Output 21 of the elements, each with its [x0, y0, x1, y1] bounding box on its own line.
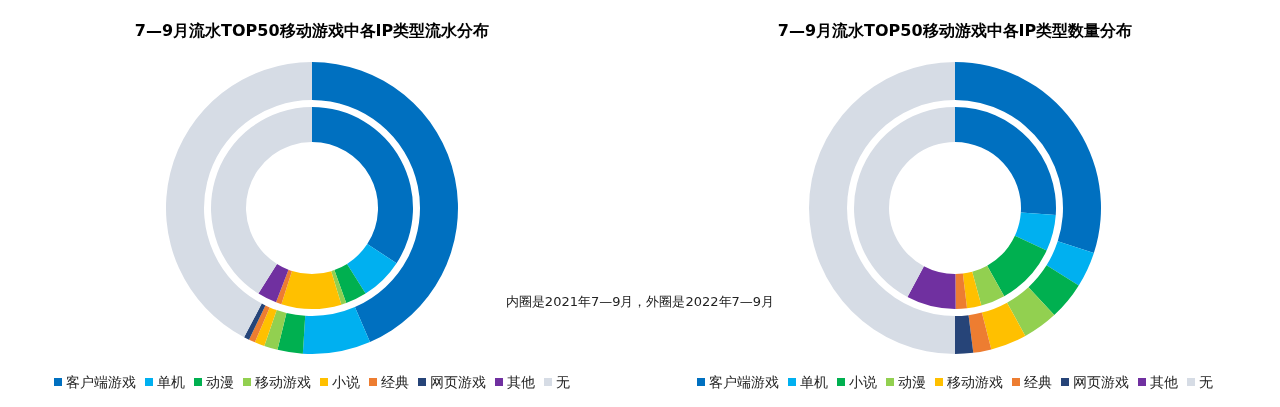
legend-label: 其他 [1150, 374, 1178, 390]
legend-label: 网页游戏 [1073, 374, 1129, 390]
legend-label: 经典 [1024, 374, 1052, 390]
chart-title: 7—9月流水TOP50移动游戏中各IP类型流水分布 [134, 21, 490, 40]
legend-label: 动漫 [206, 374, 234, 390]
legend-label: 客户端游戏 [709, 374, 779, 390]
legend-label: 无 [556, 374, 570, 390]
legend-label: 其他 [507, 374, 535, 390]
legend-label: 客户端游戏 [66, 374, 136, 390]
text: 内圈是2021年7—9月，外圈是2022年7—9月 [505, 294, 775, 309]
chart-title: 7—9月流水TOP50移动游戏中各IP类型数量分布 [777, 21, 1133, 40]
legend-label: 小说 [849, 374, 877, 390]
legend-label: 动漫 [898, 374, 926, 390]
legend-label: 单机 [157, 374, 185, 390]
legend-label: 移动游戏 [947, 374, 1003, 390]
legend-label: 网页游戏 [430, 374, 486, 390]
legend-label: 单机 [800, 374, 828, 390]
legend-label: 经典 [381, 374, 409, 390]
legend-label: 无 [1199, 374, 1213, 390]
legend-label: 小说 [332, 374, 360, 390]
legend-label: 移动游戏 [255, 374, 311, 390]
